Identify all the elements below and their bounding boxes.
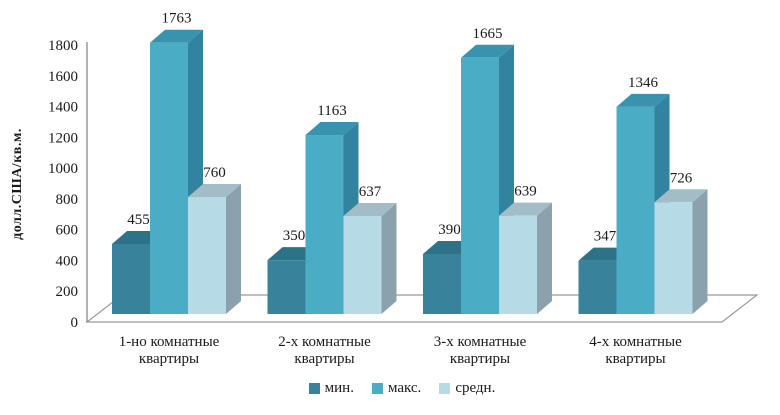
y-tick-labels: 0 200 400 600 800 1000 1200 1400 1600 1800 bbox=[48, 38, 78, 331]
data-label: 1665 bbox=[473, 26, 503, 42]
legend-swatch bbox=[439, 383, 451, 394]
data-labels: 455 1763 760 350 1163 637 390 1665 639 347 1346 726 bbox=[127, 11, 693, 245]
svg-text:1-но комнатные: 1-но комнатные bbox=[119, 334, 220, 350]
legend-swatch bbox=[371, 383, 383, 394]
y-tick-label: 1600 bbox=[48, 69, 78, 85]
bar-avg-group-2 bbox=[343, 202, 397, 314]
data-label: 726 bbox=[670, 170, 693, 186]
bar-avg-group-3 bbox=[499, 202, 552, 314]
y-tick-label: 600 bbox=[56, 223, 79, 239]
legend-item-макс: макс. bbox=[371, 380, 422, 397]
svg-text:4-х комнатные: 4-х комнатные bbox=[589, 334, 682, 350]
svg-text:3-х комнатные: 3-х комнатные bbox=[434, 334, 527, 350]
svg-text:квартиры: квартиры bbox=[605, 351, 665, 367]
bar-avg-group-1 bbox=[188, 184, 241, 314]
legend-item-средн: средн. bbox=[439, 380, 495, 397]
svg-text:квартиры: квартиры bbox=[450, 351, 510, 367]
y-tick-label: 1200 bbox=[48, 130, 78, 146]
y-axis-title: долл.США/кв.м. bbox=[10, 128, 25, 240]
y-tick-label: 0 bbox=[71, 315, 79, 331]
y-tick-label: 400 bbox=[56, 253, 79, 269]
y-tick-label: 1400 bbox=[48, 100, 78, 116]
legend-label: средн. bbox=[455, 380, 496, 396]
data-label: 455 bbox=[127, 212, 150, 228]
y-tick-label: 200 bbox=[56, 284, 79, 300]
y-tick-label: 1000 bbox=[48, 161, 78, 177]
legend-swatch bbox=[308, 383, 320, 394]
legend-item-мин: мин. bbox=[308, 380, 354, 397]
svg-text:квартиры: квартиры bbox=[294, 351, 354, 367]
legend: мин. макс. средн. bbox=[12, 380, 780, 397]
data-label: 760 bbox=[203, 165, 226, 181]
bars bbox=[112, 29, 708, 315]
bar-avg-group-4 bbox=[654, 189, 708, 314]
data-label: 390 bbox=[438, 222, 461, 238]
legend-label: макс. bbox=[387, 380, 422, 396]
y-tick-label: 800 bbox=[56, 192, 79, 208]
data-label: 1763 bbox=[162, 11, 192, 27]
svg-text:2-х комнатные: 2-х комнатные bbox=[278, 334, 371, 350]
data-label: 1346 bbox=[628, 75, 659, 91]
y-tick-label: 1800 bbox=[48, 38, 78, 54]
data-label: 639 bbox=[514, 184, 537, 200]
legend-label: мин. bbox=[324, 380, 354, 396]
svg-text:квартиры: квартиры bbox=[139, 351, 199, 367]
data-label: 637 bbox=[359, 184, 382, 200]
data-label: 350 bbox=[283, 228, 306, 244]
data-label: 1163 bbox=[317, 103, 346, 119]
data-label: 347 bbox=[594, 229, 617, 245]
